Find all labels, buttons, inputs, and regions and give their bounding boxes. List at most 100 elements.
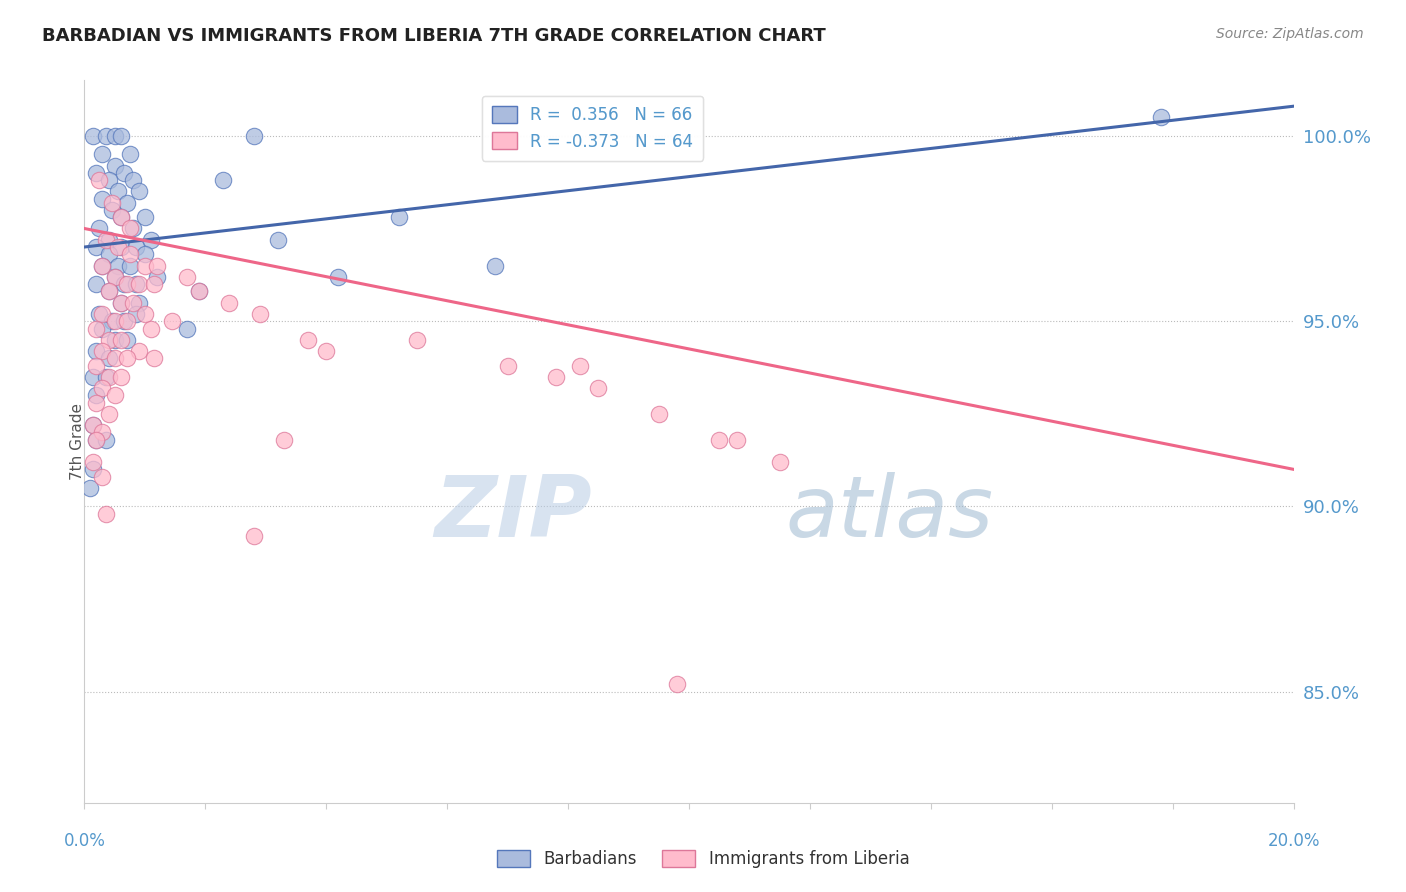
- Point: [86, 433, 108, 447]
- Point: [134, 259, 156, 273]
- Point: [97, 369, 120, 384]
- Point: [86, 359, 108, 373]
- Point: [110, 240, 132, 254]
- Point: [94, 233, 117, 247]
- Point: [110, 333, 132, 347]
- Point: [110, 211, 132, 225]
- Point: [118, 147, 141, 161]
- Point: [86, 166, 108, 180]
- Point: [91, 381, 114, 395]
- Point: [100, 314, 122, 328]
- Point: [249, 307, 271, 321]
- Point: [97, 351, 120, 366]
- Point: [112, 277, 135, 291]
- Point: [121, 295, 143, 310]
- Point: [115, 351, 138, 366]
- Point: [134, 211, 156, 225]
- Point: [176, 321, 198, 335]
- Point: [267, 233, 290, 247]
- Text: BARBADIAN VS IMMIGRANTS FROM LIBERIA 7TH GRADE CORRELATION CHART: BARBADIAN VS IMMIGRANTS FROM LIBERIA 7TH…: [42, 27, 825, 45]
- Point: [82, 455, 104, 469]
- Point: [569, 359, 592, 373]
- Text: atlas: atlas: [786, 472, 994, 556]
- Point: [115, 195, 138, 210]
- Y-axis label: 7th Grade: 7th Grade: [70, 403, 84, 480]
- Point: [82, 369, 104, 384]
- Text: 0.0%: 0.0%: [63, 831, 105, 850]
- Point: [110, 128, 132, 143]
- Point: [709, 433, 731, 447]
- Legend: Barbadians, Immigrants from Liberia: Barbadians, Immigrants from Liberia: [491, 843, 915, 875]
- Point: [82, 417, 104, 432]
- Point: [97, 285, 120, 299]
- Point: [176, 269, 198, 284]
- Point: [315, 343, 337, 358]
- Point: [139, 233, 162, 247]
- Point: [100, 195, 122, 210]
- Point: [769, 455, 792, 469]
- Point: [100, 202, 122, 217]
- Point: [112, 166, 135, 180]
- Point: [121, 221, 143, 235]
- Point: [128, 343, 150, 358]
- Point: [242, 529, 264, 543]
- Point: [91, 259, 114, 273]
- Point: [218, 295, 240, 310]
- Point: [134, 307, 156, 321]
- Point: [104, 314, 127, 328]
- Point: [496, 359, 519, 373]
- Point: [91, 192, 114, 206]
- Point: [104, 128, 127, 143]
- Point: [273, 433, 295, 447]
- Text: ZIP: ZIP: [434, 472, 592, 556]
- Point: [134, 247, 156, 261]
- Point: [110, 295, 132, 310]
- Point: [110, 295, 132, 310]
- Point: [89, 173, 111, 187]
- Point: [104, 269, 127, 284]
- Point: [128, 277, 150, 291]
- Point: [107, 185, 129, 199]
- Point: [97, 285, 120, 299]
- Point: [97, 247, 120, 261]
- Point: [94, 128, 117, 143]
- Point: [142, 277, 165, 291]
- Point: [97, 173, 120, 187]
- Point: [125, 307, 148, 321]
- Point: [91, 259, 114, 273]
- Point: [91, 321, 114, 335]
- Point: [115, 314, 138, 328]
- Point: [484, 259, 506, 273]
- Point: [104, 388, 127, 402]
- Point: [160, 314, 183, 328]
- Point: [79, 481, 101, 495]
- Point: [91, 307, 114, 321]
- Point: [121, 173, 143, 187]
- Point: [142, 351, 165, 366]
- Point: [91, 425, 114, 440]
- Point: [1149, 111, 1171, 125]
- Point: [118, 221, 141, 235]
- Point: [94, 507, 117, 521]
- Point: [104, 333, 127, 347]
- Point: [94, 433, 117, 447]
- Point: [665, 677, 688, 691]
- Point: [104, 351, 127, 366]
- Point: [406, 333, 429, 347]
- Point: [188, 285, 211, 299]
- Point: [212, 173, 235, 187]
- Point: [112, 314, 135, 328]
- Point: [91, 469, 114, 483]
- Point: [128, 295, 150, 310]
- Point: [104, 269, 127, 284]
- Point: [146, 259, 169, 273]
- Point: [188, 285, 211, 299]
- Point: [125, 277, 148, 291]
- Point: [118, 259, 141, 273]
- Point: [544, 369, 567, 384]
- Point: [107, 240, 129, 254]
- Point: [104, 159, 127, 173]
- Point: [82, 462, 104, 476]
- Point: [86, 277, 108, 291]
- Point: [91, 343, 114, 358]
